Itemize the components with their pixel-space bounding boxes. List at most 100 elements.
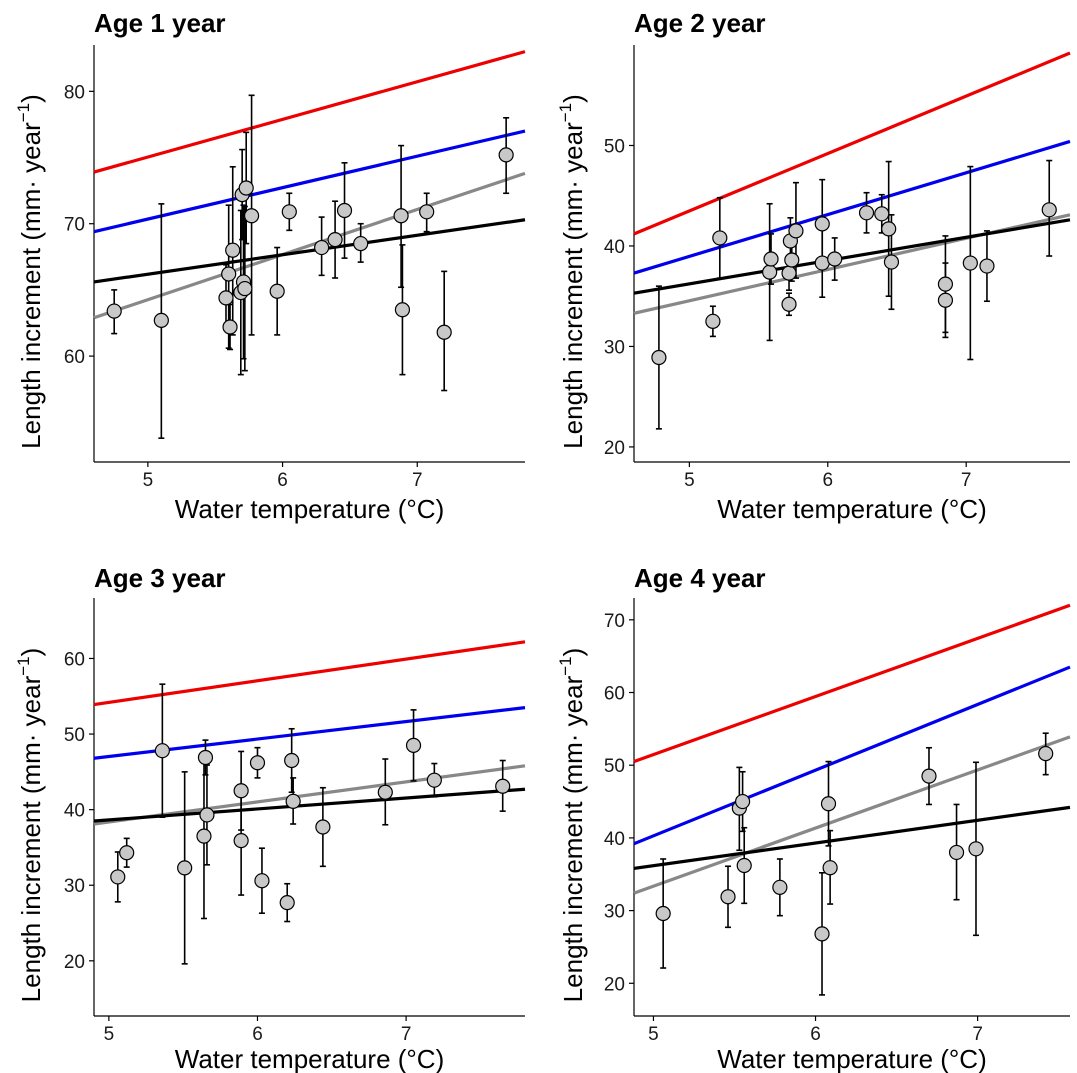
y-axis-title-main: Length increment (mm· year: [16, 122, 46, 449]
data-point: [937, 292, 954, 308]
data-point: [781, 296, 797, 312]
y-axis-title-superscript: −1: [556, 103, 575, 122]
data-point: [426, 772, 442, 788]
data-point: [177, 860, 193, 876]
data-point: [436, 324, 452, 340]
y-axis-title: Length increment (mm· year−1): [14, 648, 46, 1003]
data-point: [788, 223, 804, 239]
data-point: [110, 869, 126, 885]
fit-lines: [633, 51, 1071, 315]
y-tick-label: 60: [64, 649, 85, 670]
fit-line-blue: [93, 129, 526, 234]
y-axis-title: Length increment (mm· year−1): [556, 94, 588, 449]
data-point: [883, 254, 900, 270]
data-point: [336, 202, 353, 219]
data-point: [199, 807, 215, 823]
fit-lines: [93, 640, 526, 826]
x-tick-label: 6: [252, 1024, 263, 1045]
panel-title: Age 1 year: [94, 8, 226, 38]
y-tick-label: 60: [604, 684, 625, 705]
y-tick-label: 40: [604, 237, 625, 258]
x-tick-label: 6: [822, 470, 833, 491]
data-point: [281, 204, 297, 220]
data-point: [225, 242, 241, 258]
y-tick-label: 50: [604, 756, 625, 777]
panel-title: Age 2 year: [634, 8, 766, 38]
x-tick-label: 5: [104, 1024, 115, 1045]
data-point: [651, 349, 667, 366]
data-point: [119, 845, 135, 861]
x-axis-title: Water temperature (°C): [175, 494, 445, 524]
data-point: [822, 860, 838, 876]
data-point: [405, 737, 422, 753]
data-point: [772, 879, 788, 895]
data-point: [314, 239, 330, 256]
data-point: [827, 251, 843, 267]
x-tick-label: 7: [961, 470, 972, 491]
data-point: [233, 833, 249, 849]
data-point: [858, 205, 875, 221]
data-point: [820, 796, 837, 812]
fit-line-black: [633, 805, 1071, 871]
data-point: [315, 819, 331, 835]
y-axis-title-superscript: −1: [556, 656, 575, 675]
data-point: [327, 232, 343, 248]
fit-line-blue: [633, 665, 1071, 846]
y-tick-label: 20: [64, 952, 85, 973]
y-tick-label: 30: [604, 337, 625, 358]
y-tick-label: 40: [64, 801, 85, 822]
data-point: [237, 280, 253, 297]
data-point: [153, 312, 169, 328]
y-axis-title-close: ): [16, 648, 46, 657]
y-axis-title-close: ): [558, 648, 588, 657]
x-tick-label: 7: [401, 1024, 412, 1045]
data-point: [249, 755, 266, 771]
x-axis-title: Water temperature (°C): [717, 494, 987, 524]
y-axis-title: Length increment (mm· year−1): [14, 94, 46, 449]
data-points: [110, 683, 511, 965]
data-point: [285, 793, 301, 809]
fit-line-gray: [633, 735, 1071, 895]
data-point: [221, 266, 237, 282]
x-axis-title: Water temperature (°C): [175, 1044, 445, 1073]
data-point: [279, 895, 295, 911]
data-points: [655, 732, 1054, 996]
data-point: [393, 208, 409, 224]
y-tick-label: 80: [64, 82, 85, 103]
data-point: [106, 303, 122, 319]
fit-line-red: [633, 51, 1071, 236]
panel-title: Age 3 year: [94, 563, 226, 593]
data-point: [720, 889, 736, 905]
fit-line-red: [93, 50, 526, 174]
y-tick-label: 20: [604, 438, 625, 459]
y-tick-label: 30: [64, 876, 85, 897]
data-point: [377, 784, 393, 800]
data-point: [705, 313, 721, 329]
data-point: [498, 147, 514, 163]
fit-line-gray: [93, 171, 526, 320]
data-point: [655, 905, 671, 922]
fit-lines: [633, 603, 1071, 895]
panel-title: Age 4 year: [634, 563, 766, 593]
x-tick-label: 5: [684, 470, 695, 491]
data-point: [937, 276, 954, 292]
y-axis-title-main: Length increment (mm· year: [558, 122, 588, 449]
x-tick-label: 5: [648, 1024, 659, 1045]
data-point: [353, 235, 369, 252]
data-points: [651, 159, 1057, 430]
y-tick-label: 60: [64, 347, 85, 368]
fit-line-red: [93, 640, 526, 707]
data-point: [968, 841, 984, 857]
fit-line-blue: [633, 139, 1071, 275]
data-point: [948, 844, 965, 861]
x-tick-label: 7: [412, 470, 423, 491]
x-tick-label: 6: [277, 470, 288, 491]
data-point: [712, 230, 728, 246]
fit-line-black: [93, 787, 526, 823]
data-point: [814, 216, 830, 232]
data-point: [197, 749, 214, 766]
data-point: [154, 743, 170, 759]
data-point: [284, 752, 300, 769]
